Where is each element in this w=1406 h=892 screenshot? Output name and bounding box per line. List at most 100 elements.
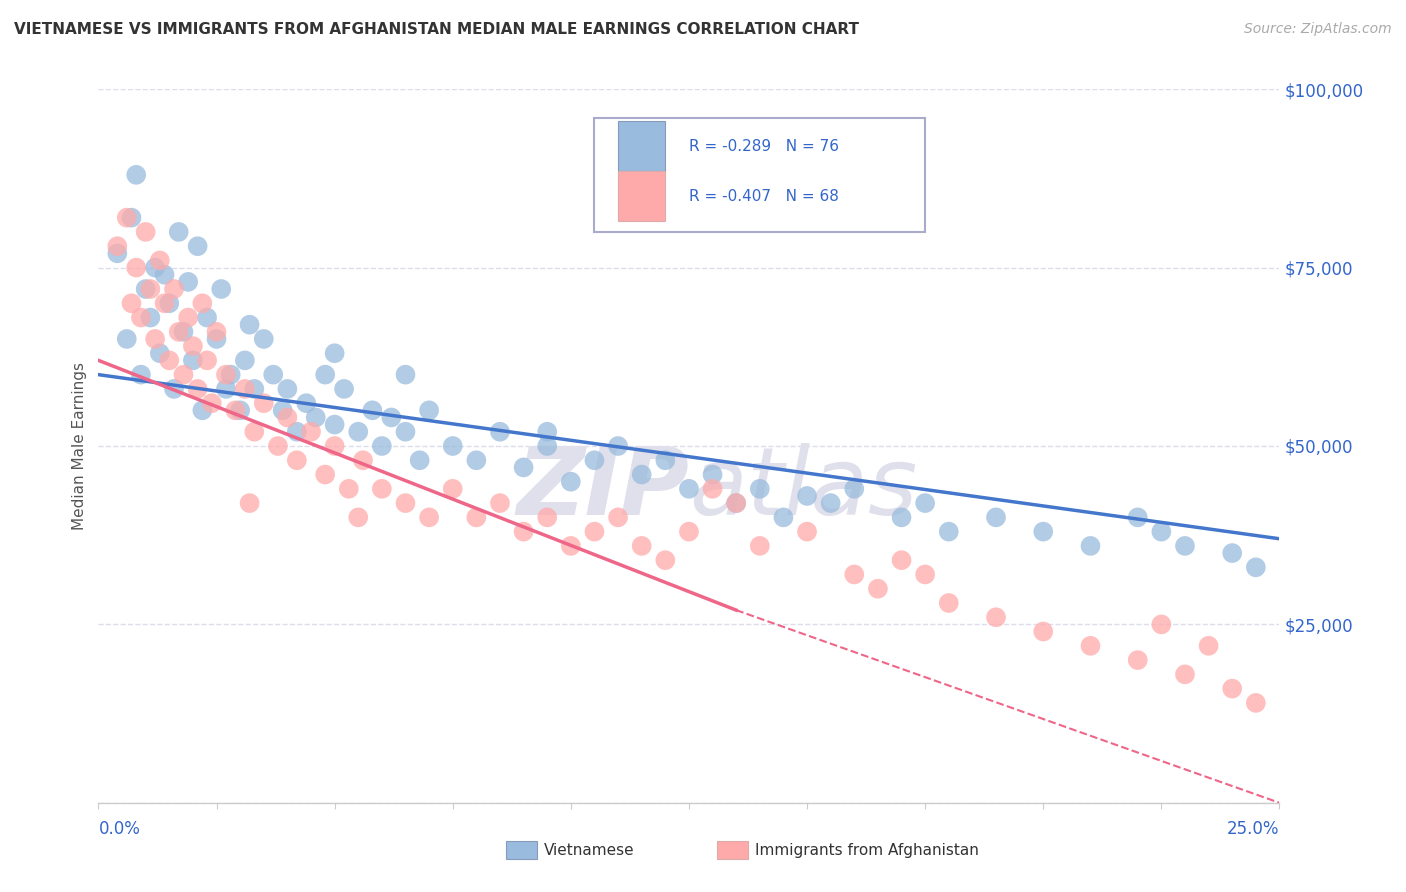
Point <box>239 318 262 332</box>
Point <box>181 353 204 368</box>
Point <box>239 496 262 510</box>
Point <box>560 539 582 553</box>
Point <box>177 275 200 289</box>
Point <box>172 368 194 382</box>
Point <box>105 246 128 260</box>
Text: 0.0%: 0.0% <box>98 820 141 838</box>
Point <box>361 403 384 417</box>
Point <box>129 368 152 382</box>
Point <box>844 482 866 496</box>
Point <box>129 310 152 325</box>
Point <box>157 296 180 310</box>
Point <box>243 382 266 396</box>
Point <box>337 482 360 496</box>
Point <box>352 453 374 467</box>
Point <box>678 482 700 496</box>
Text: VIETNAMESE VS IMMIGRANTS FROM AFGHANISTAN MEDIAN MALE EARNINGS CORRELATION CHART: VIETNAMESE VS IMMIGRANTS FROM AFGHANISTA… <box>14 22 859 37</box>
Point <box>725 496 748 510</box>
Point <box>866 582 889 596</box>
Point <box>380 410 402 425</box>
Point <box>139 310 162 325</box>
Point <box>347 510 370 524</box>
Point <box>1244 696 1267 710</box>
Point <box>630 539 652 553</box>
Point <box>890 553 912 567</box>
Point <box>725 496 748 510</box>
Point <box>1126 510 1149 524</box>
Point <box>441 482 464 496</box>
Point <box>205 332 228 346</box>
Point <box>1032 524 1054 539</box>
Point <box>135 282 157 296</box>
Point <box>1150 617 1173 632</box>
Point <box>607 510 630 524</box>
FancyBboxPatch shape <box>619 171 665 221</box>
Point <box>748 482 770 496</box>
Point <box>583 524 606 539</box>
Point <box>654 553 676 567</box>
Point <box>187 239 209 253</box>
Point <box>1150 524 1173 539</box>
Point <box>536 425 558 439</box>
Text: ZIP: ZIP <box>516 442 689 535</box>
Point <box>702 467 724 482</box>
Point <box>772 510 794 524</box>
Point <box>1244 560 1267 574</box>
Point <box>323 346 346 360</box>
Point <box>201 396 224 410</box>
Point <box>1032 624 1054 639</box>
Point <box>253 332 276 346</box>
Point <box>938 524 960 539</box>
Point <box>276 410 298 425</box>
Point <box>271 403 294 417</box>
Text: 25.0%: 25.0% <box>1227 820 1279 838</box>
Point <box>276 382 298 396</box>
Point <box>394 368 416 382</box>
Point <box>314 368 336 382</box>
Point <box>914 496 936 510</box>
Point <box>295 396 318 410</box>
Point <box>125 260 148 275</box>
Point <box>796 489 818 503</box>
Point <box>314 467 336 482</box>
Point <box>149 346 172 360</box>
Point <box>702 482 724 496</box>
Point <box>333 382 356 396</box>
Point <box>115 332 138 346</box>
Point <box>914 567 936 582</box>
Point <box>1174 667 1197 681</box>
Point <box>299 425 322 439</box>
Point <box>143 332 166 346</box>
Point <box>394 496 416 510</box>
Point <box>489 425 512 439</box>
Point <box>153 296 176 310</box>
Point <box>215 382 238 396</box>
Point <box>536 510 558 524</box>
Text: atlas: atlas <box>689 443 917 534</box>
Point <box>191 296 214 310</box>
Point <box>205 325 228 339</box>
Point <box>607 439 630 453</box>
Point <box>224 403 246 417</box>
Point <box>630 467 652 482</box>
Point <box>323 417 346 432</box>
Point <box>167 325 190 339</box>
Text: Source: ZipAtlas.com: Source: ZipAtlas.com <box>1244 22 1392 37</box>
Point <box>153 268 176 282</box>
Point <box>143 260 166 275</box>
Point <box>121 296 143 310</box>
Point <box>191 403 214 417</box>
Point <box>418 510 440 524</box>
Point <box>135 225 157 239</box>
Point <box>163 382 186 396</box>
Point <box>121 211 143 225</box>
Text: Immigrants from Afghanistan: Immigrants from Afghanistan <box>755 843 979 857</box>
Point <box>323 439 346 453</box>
Point <box>187 382 209 396</box>
Point <box>1220 681 1243 696</box>
Point <box>890 510 912 524</box>
Point <box>371 439 394 453</box>
Point <box>394 425 416 439</box>
Point <box>536 439 558 453</box>
Point <box>233 382 256 396</box>
